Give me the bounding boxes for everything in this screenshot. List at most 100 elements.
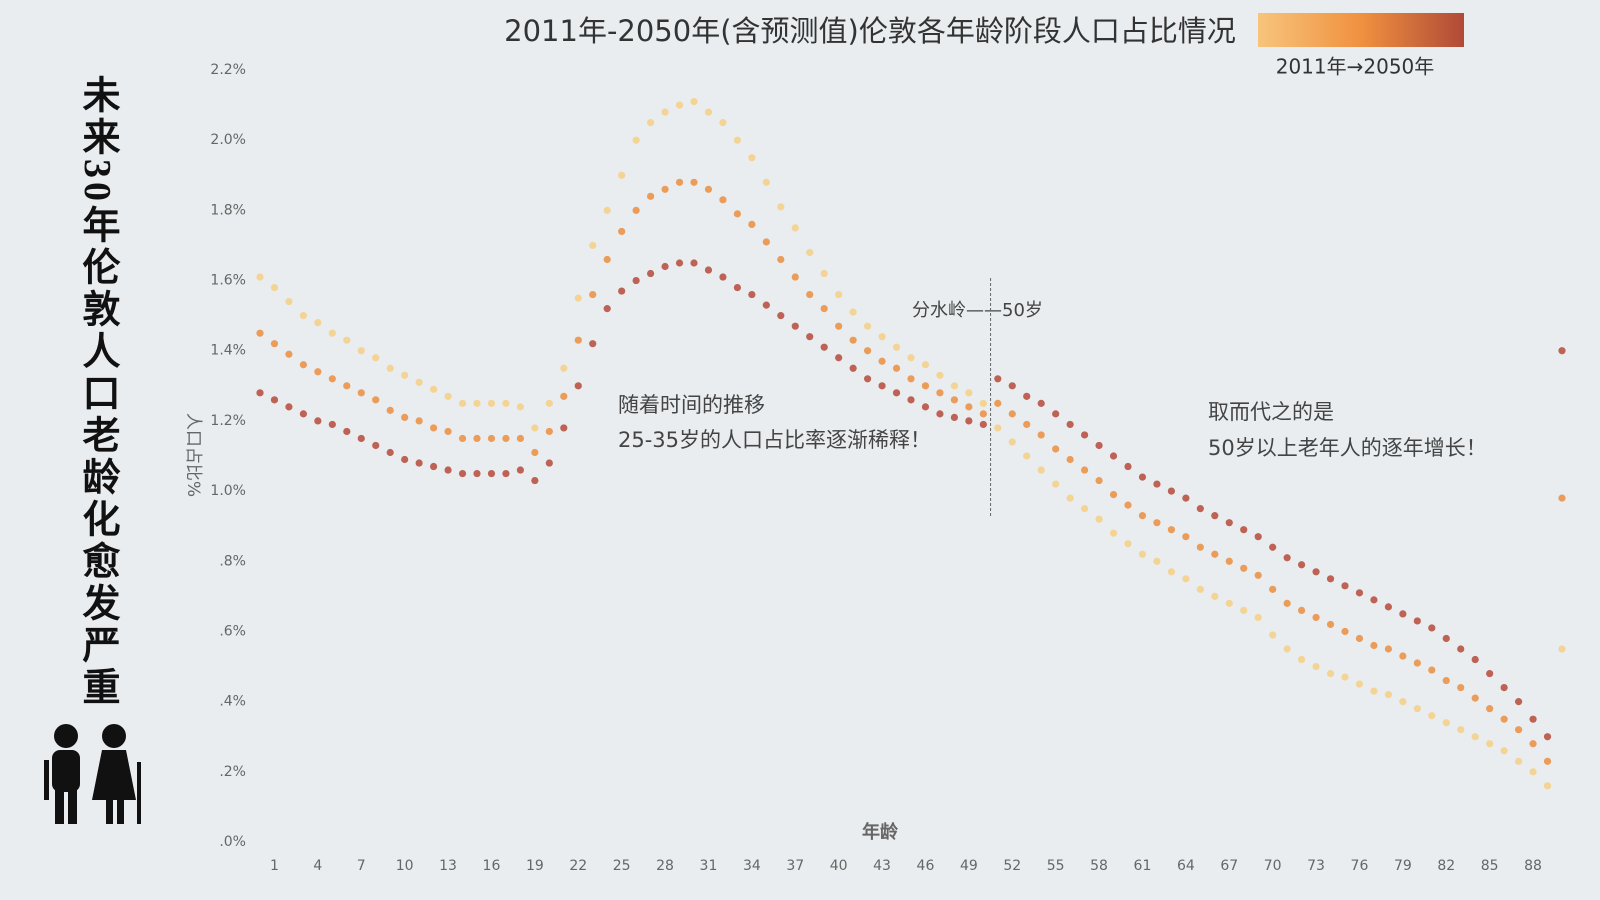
- point: [401, 371, 409, 379]
- point: [733, 283, 742, 292]
- point: [574, 336, 582, 344]
- point: [1225, 557, 1233, 565]
- point: [430, 385, 438, 393]
- point: [835, 354, 843, 362]
- point: [806, 248, 814, 257]
- annotation: 分水岭——50岁: [912, 300, 1043, 321]
- point: [1298, 606, 1306, 615]
- y-tick-label: .4%: [219, 694, 246, 710]
- point: [1500, 715, 1508, 723]
- point: [1413, 705, 1421, 713]
- point: [762, 178, 770, 186]
- point: [1023, 392, 1031, 400]
- chart-title: 2011年-2050年(含预测值)伦敦各年龄阶段人口占比情况: [504, 14, 1236, 48]
- x-tick-label: 34: [743, 858, 761, 874]
- point: [1008, 382, 1016, 390]
- point: [473, 399, 481, 407]
- x-tick-label: 46: [917, 858, 935, 874]
- x-tick-label: 82: [1437, 858, 1455, 874]
- point: [1370, 687, 1378, 695]
- x-tick-label: 40: [830, 858, 848, 874]
- y-tick-label: .8%: [219, 553, 246, 569]
- x-tick-label: 10: [396, 858, 414, 874]
- point: [1211, 550, 1219, 558]
- point: [1428, 666, 1436, 674]
- point: [632, 136, 640, 144]
- point: [256, 389, 264, 397]
- point: [1167, 568, 1175, 576]
- point: [487, 434, 496, 443]
- point: [1529, 768, 1537, 776]
- point: [1457, 726, 1465, 734]
- point: [647, 269, 655, 278]
- point: [994, 375, 1002, 383]
- point: [1515, 726, 1523, 734]
- point: [1037, 466, 1045, 474]
- point: [675, 101, 684, 109]
- point: [1153, 519, 1161, 527]
- point: [545, 399, 553, 407]
- point: [444, 392, 452, 400]
- point: [603, 255, 611, 264]
- point: [401, 413, 409, 421]
- point: [502, 399, 510, 407]
- point: [299, 361, 307, 369]
- point: [1008, 438, 1016, 446]
- point: [560, 424, 568, 432]
- point: [1109, 452, 1118, 460]
- point: [965, 403, 973, 411]
- point: [1109, 491, 1118, 499]
- point: [1341, 582, 1349, 590]
- point: [285, 403, 293, 411]
- point: [1442, 719, 1450, 727]
- point: [1167, 526, 1175, 534]
- point: [921, 361, 930, 369]
- point: [1254, 571, 1262, 579]
- point: [1558, 494, 1566, 502]
- point: [1399, 698, 1407, 706]
- point: [748, 290, 756, 299]
- y-tick-label: 1.6%: [210, 273, 246, 289]
- point: [531, 476, 539, 485]
- point: [849, 336, 857, 344]
- point: [574, 294, 582, 302]
- point: [907, 375, 915, 383]
- point: [849, 308, 857, 316]
- point: [1471, 694, 1479, 702]
- point: [907, 354, 915, 362]
- point: [1486, 669, 1494, 678]
- point: [921, 382, 930, 390]
- point: [690, 259, 698, 267]
- x-tick-label: 49: [960, 858, 978, 874]
- point: [516, 403, 525, 411]
- point: [1124, 462, 1132, 471]
- y-tick-label: 2.0%: [210, 132, 246, 148]
- point: [1008, 410, 1016, 418]
- point: [1370, 596, 1378, 604]
- point: [864, 375, 872, 383]
- point: [1543, 782, 1552, 790]
- point: [1023, 420, 1031, 429]
- point: [1138, 550, 1147, 558]
- point: [473, 469, 481, 478]
- x-tick-label: 88: [1524, 858, 1542, 874]
- point: [386, 406, 394, 414]
- point: [1341, 627, 1349, 636]
- point: [965, 389, 973, 397]
- elderly-icon: [44, 724, 141, 824]
- point: [1052, 410, 1060, 418]
- point: [574, 382, 582, 390]
- point: [357, 434, 365, 443]
- point: [1428, 624, 1436, 632]
- point: [907, 396, 915, 404]
- point: [430, 462, 438, 471]
- x-tick-label: 16: [483, 858, 501, 874]
- point: [1355, 680, 1364, 688]
- point: [835, 322, 843, 330]
- point: [950, 382, 959, 390]
- point: [1081, 431, 1089, 439]
- x-tick-label: 61: [1134, 858, 1152, 874]
- point: [1515, 698, 1523, 706]
- point: [1442, 634, 1450, 643]
- y-tick-label: .0%: [219, 834, 246, 850]
